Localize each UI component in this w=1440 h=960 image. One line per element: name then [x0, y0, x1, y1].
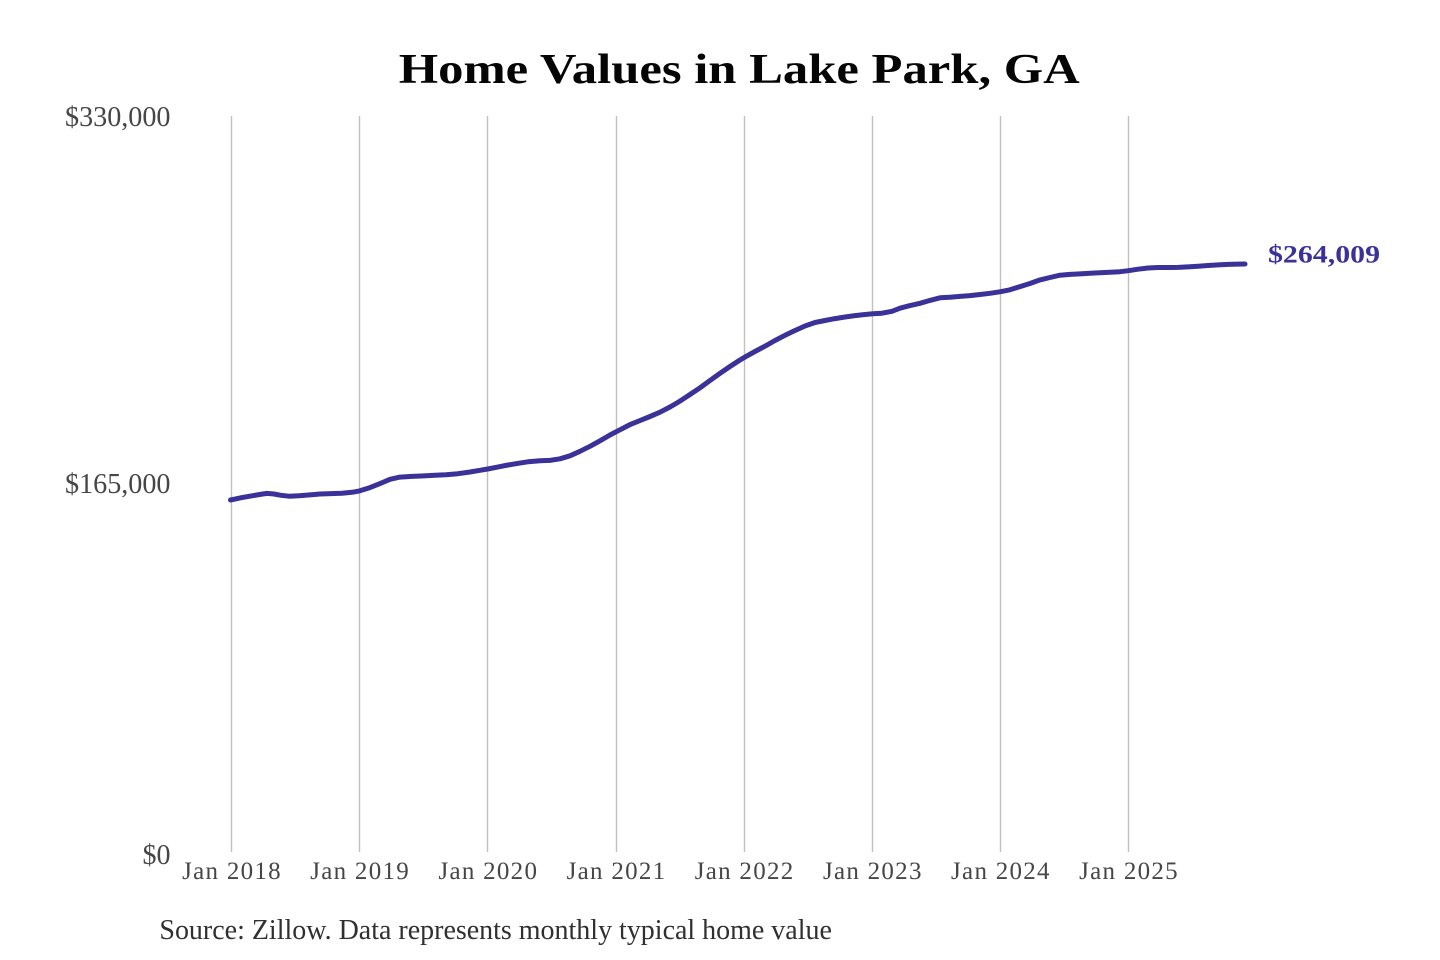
- svg-text:Jan 2021: Jan 2021: [567, 858, 666, 885]
- svg-text:$330,000: $330,000: [65, 102, 171, 133]
- svg-text:Home Values in Lake Park, GA: Home Values in Lake Park, GA: [399, 47, 1081, 93]
- svg-text:$165,000: $165,000: [65, 469, 171, 500]
- svg-text:Jan 2020: Jan 2020: [438, 858, 537, 885]
- svg-text:Jan 2024: Jan 2024: [951, 858, 1050, 885]
- svg-text:Jan 2019: Jan 2019: [310, 858, 409, 885]
- svg-text:Jan 2023: Jan 2023: [823, 858, 922, 885]
- svg-text:Jan 2022: Jan 2022: [695, 858, 794, 885]
- svg-text:$264,009: $264,009: [1268, 241, 1380, 268]
- svg-text:$0: $0: [143, 840, 171, 871]
- svg-text:Jan 2018: Jan 2018: [182, 858, 281, 885]
- svg-text:Jan 2025: Jan 2025: [1079, 858, 1178, 885]
- svg-text:Source: Zillow. Data represent: Source: Zillow. Data represents monthly …: [159, 915, 832, 946]
